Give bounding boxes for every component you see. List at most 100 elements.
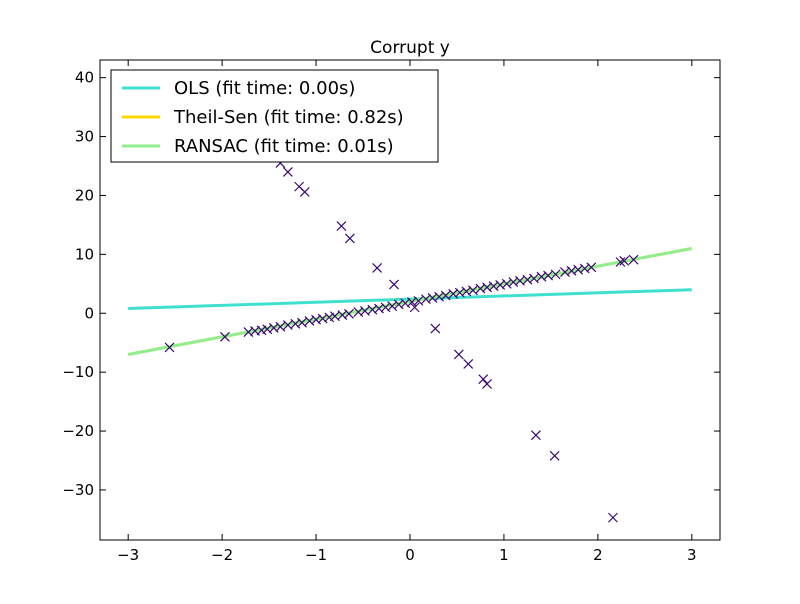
data-point-stroke xyxy=(427,293,438,303)
x-tick-label: −1 xyxy=(305,546,327,564)
y-tick-label: 40 xyxy=(75,69,94,87)
data-point xyxy=(220,331,230,342)
data-point-stroke xyxy=(549,450,560,461)
data-point-stroke xyxy=(294,181,305,192)
data-point-stroke xyxy=(299,187,310,197)
y-tick-label: 20 xyxy=(75,186,94,204)
data-point-stroke xyxy=(454,287,465,298)
data-point-stroke xyxy=(514,275,525,286)
data-point xyxy=(409,302,420,313)
data-point-stroke xyxy=(430,323,441,334)
data-point-stroke xyxy=(607,512,618,523)
data-point-stroke xyxy=(268,323,279,333)
data-point-stroke xyxy=(461,286,472,297)
legend-label-2: RANSAC (fit time: 0.01s) xyxy=(174,136,394,157)
data-point-stroke xyxy=(250,325,260,336)
y-tick-label: −10 xyxy=(62,363,94,381)
data-point-stroke xyxy=(482,379,492,389)
data-point xyxy=(628,254,639,265)
data-point xyxy=(550,269,561,280)
data-point xyxy=(549,450,560,461)
data-point-stroke xyxy=(501,278,512,289)
data-point-stroke xyxy=(344,233,355,244)
data-point xyxy=(413,295,424,306)
data-point-stroke xyxy=(282,166,293,177)
data-point-stroke xyxy=(573,264,584,275)
data-point-stroke xyxy=(434,291,445,302)
data-point xyxy=(607,512,618,523)
data-point-stroke xyxy=(311,314,321,325)
data-point xyxy=(344,233,355,244)
data-point-stroke xyxy=(243,327,254,338)
x-tick-label: 3 xyxy=(687,546,697,564)
data-point xyxy=(501,278,512,289)
data-point xyxy=(530,430,541,441)
y-tick-label: 30 xyxy=(75,128,94,146)
data-point-stroke xyxy=(619,255,630,266)
data-point-stroke xyxy=(488,281,499,292)
data-point-stroke xyxy=(372,262,383,273)
data-point-stroke xyxy=(560,267,570,277)
data-point xyxy=(468,285,478,296)
data-point-stroke xyxy=(508,277,519,287)
data-point-stroke xyxy=(495,280,506,290)
data-point-stroke xyxy=(530,430,541,441)
data-point xyxy=(389,279,399,290)
data-point xyxy=(275,321,286,332)
data-point-stroke xyxy=(393,299,404,310)
data-point-stroke xyxy=(329,311,340,322)
data-point-stroke xyxy=(475,283,486,294)
data-point-stroke xyxy=(344,308,354,319)
data-point-stroke xyxy=(164,342,175,353)
x-tick-label: −3 xyxy=(117,546,139,564)
data-point-stroke xyxy=(367,304,378,315)
data-point-stroke xyxy=(353,307,364,317)
chart-title: Corrupt y xyxy=(370,38,450,58)
data-point xyxy=(336,221,347,232)
data-point-stroke xyxy=(550,269,561,280)
data-point-stroke xyxy=(468,285,478,296)
data-point-stroke xyxy=(282,320,293,330)
data-point xyxy=(164,342,175,353)
y-tick-label: 10 xyxy=(75,245,94,263)
legend-label-1: Theil-Sen (fit time: 0.82s) xyxy=(173,107,404,128)
data-point-stroke xyxy=(380,302,391,313)
x-tick-label: 0 xyxy=(405,546,415,564)
data-point-stroke xyxy=(529,273,539,284)
data-point-stroke xyxy=(522,274,533,285)
data-point-stroke xyxy=(406,297,417,307)
data-point-stroke xyxy=(421,294,431,305)
x-tick-label: 2 xyxy=(593,546,603,564)
data-point-stroke xyxy=(440,290,451,301)
data-point-stroke xyxy=(389,279,399,290)
data-point xyxy=(463,358,474,369)
data-point xyxy=(615,257,626,267)
data-point-stroke xyxy=(262,324,273,335)
data-point-stroke xyxy=(409,302,420,313)
series-line-2 xyxy=(127,246,693,356)
data-point-stroke xyxy=(387,301,398,312)
data-point-stroke xyxy=(566,265,577,276)
data-point xyxy=(482,379,492,389)
data-point-stroke xyxy=(543,270,554,281)
legend-box xyxy=(110,69,439,163)
data-point-stroke xyxy=(290,318,301,329)
data-point-stroke xyxy=(463,358,474,369)
data-point-stroke xyxy=(586,262,597,273)
legend: OLS (fit time: 0.00s) Theil-Sen (fit time… xyxy=(110,69,439,163)
data-point xyxy=(282,166,293,177)
data-point-stroke xyxy=(374,303,384,314)
data-point-stroke xyxy=(453,349,464,360)
y-tick-label: 0 xyxy=(84,304,94,322)
data-point-stroke xyxy=(400,298,411,309)
x-tick-label: −2 xyxy=(211,546,233,564)
data-point xyxy=(299,187,310,197)
data-point-stroke xyxy=(478,374,489,385)
data-point-stroke xyxy=(579,263,590,274)
data-point xyxy=(529,273,539,284)
x-tick-label: 1 xyxy=(499,546,509,564)
data-point xyxy=(440,290,451,301)
data-point xyxy=(430,323,441,334)
plot-area xyxy=(127,158,693,523)
